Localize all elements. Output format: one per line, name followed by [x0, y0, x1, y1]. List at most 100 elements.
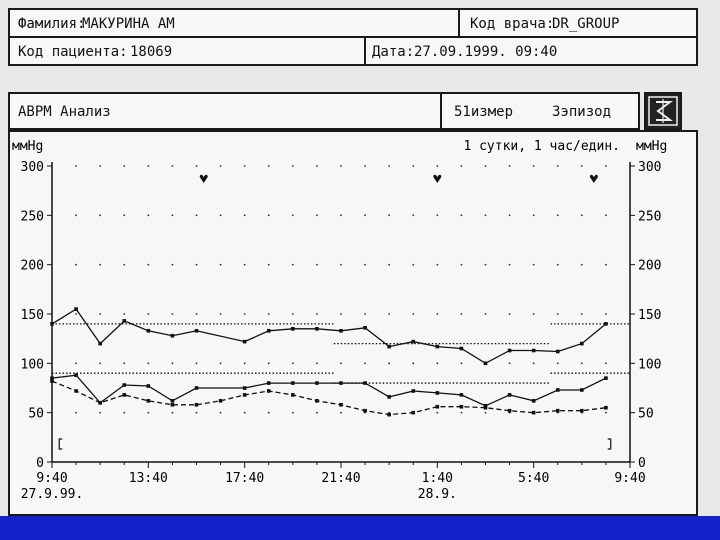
chart-panel: ммHg ммHg 1 сутки, 1 час/един. 0 0 50 50 100 100…: [8, 130, 698, 516]
data-point-heart_rate: [435, 404, 440, 409]
y-tick-label-left: 100: [21, 357, 44, 372]
data-point-heart_rate: [459, 404, 464, 409]
data-point-diastolic: [363, 381, 367, 385]
grid-dot: [364, 362, 366, 365]
data-point-diastolic: [291, 381, 295, 385]
grid-dot: [412, 214, 415, 217]
data-point-diastolic: [315, 381, 319, 385]
grid-dot: [412, 165, 415, 167]
grid-dot: [219, 165, 222, 167]
x-tick-label: 17:40: [225, 471, 264, 486]
data-point-systolic: [74, 307, 78, 311]
scale-note: 1 сутки, 1 час/един.: [463, 139, 620, 154]
data-point-heart_rate: [266, 389, 271, 393]
grid-dot: [580, 214, 583, 217]
stats-box: 51измер 3эпизод: [440, 92, 640, 130]
grid-dot: [123, 362, 126, 365]
data-point-diastolic: [266, 381, 271, 385]
grid-dot: [267, 362, 270, 365]
grid-dot: [75, 313, 77, 315]
grid-dot: [99, 362, 102, 365]
data-point-diastolic: [555, 388, 560, 392]
grid-dot: [532, 263, 535, 266]
grid-dot: [99, 214, 102, 217]
grid-dot: [364, 263, 366, 266]
grid-dot: [436, 313, 439, 315]
grid-dot: [291, 411, 294, 414]
data-point-systolic: [483, 361, 488, 366]
grid-dot: [123, 214, 126, 217]
grid-dot: [75, 362, 77, 365]
grid-dot: [171, 263, 174, 266]
data-point-diastolic: [483, 403, 488, 408]
grid-dot: [508, 165, 511, 167]
bottom-status-bar: [0, 516, 720, 540]
data-point-diastolic: [242, 386, 247, 390]
grid-dot: [340, 165, 342, 167]
x-tick-label: 21:40: [321, 471, 360, 486]
grid-dot: [556, 362, 559, 365]
grid-dot: [436, 165, 439, 167]
grid-dot: [195, 214, 198, 217]
data-point-systolic: [531, 348, 536, 353]
grid-dot: [556, 214, 559, 217]
grid-dot: [364, 165, 366, 167]
grid-dot: [580, 263, 583, 266]
grid-dot: [195, 263, 198, 266]
data-point-heart_rate: [98, 401, 102, 405]
grid-dot: [75, 411, 77, 414]
episode-count: 3эпизод: [552, 104, 612, 120]
data-point-systolic: [291, 327, 295, 331]
grid-dot: [243, 411, 246, 414]
data-point-heart_rate: [555, 408, 560, 413]
data-point-heart_rate: [483, 405, 488, 410]
patient-code-value: 18069: [130, 44, 173, 60]
grid-dot: [556, 165, 559, 167]
data-point-systolic: [411, 339, 416, 344]
grid-dot: [508, 263, 511, 266]
patient-code-label: Код пациента:: [18, 44, 128, 60]
data-point-heart_rate: [339, 402, 343, 407]
logo-icon: [648, 96, 678, 126]
grid-dot: [484, 165, 487, 167]
grid-dot: [75, 165, 77, 167]
series-line-heart_rate: [51, 380, 606, 416]
grid-dot: [195, 313, 198, 315]
grid-dot: [123, 313, 126, 315]
data-point-systolic: [122, 319, 127, 323]
date-label: 28.9.: [418, 487, 457, 502]
y-tick-label-right: 200: [638, 259, 661, 274]
grid-dot: [171, 165, 174, 167]
y-tick-label-right: 100: [638, 357, 661, 372]
grid-dot: [460, 411, 463, 414]
data-point-systolic: [170, 333, 175, 338]
doctor-code-value: DR_GROUP: [552, 16, 620, 32]
data-point-systolic: [435, 344, 440, 349]
data-point-heart_rate: [411, 410, 416, 415]
y-tick-label-left: 250: [21, 209, 44, 224]
data-point-heart_rate: [146, 399, 151, 403]
data-point-heart_rate: [604, 405, 608, 410]
grid-dot: [605, 214, 607, 217]
grid-dot: [532, 214, 535, 217]
grid-dot: [316, 214, 318, 217]
grid-dot: [388, 165, 391, 167]
grid-dot: [340, 263, 342, 266]
analysis-title: АВРМ Анализ: [18, 104, 111, 120]
data-point-systolic: [194, 328, 199, 333]
grid-dot: [219, 313, 222, 315]
grid-dot: [267, 214, 270, 217]
grid-dot: [436, 411, 439, 414]
grid-dot: [243, 263, 246, 266]
grid-dot: [532, 165, 535, 167]
grid-dot: [532, 362, 535, 365]
grid-dot: [267, 411, 270, 414]
grid-dot: [605, 263, 607, 266]
y-tick-label-left: 50: [28, 407, 44, 422]
grid-dot: [219, 214, 222, 217]
data-point-diastolic: [339, 381, 343, 385]
x-tick-label: 13:40: [129, 471, 168, 486]
logo-box[interactable]: [644, 92, 682, 130]
grid-dot: [460, 313, 463, 315]
data-point-diastolic: [604, 376, 608, 380]
